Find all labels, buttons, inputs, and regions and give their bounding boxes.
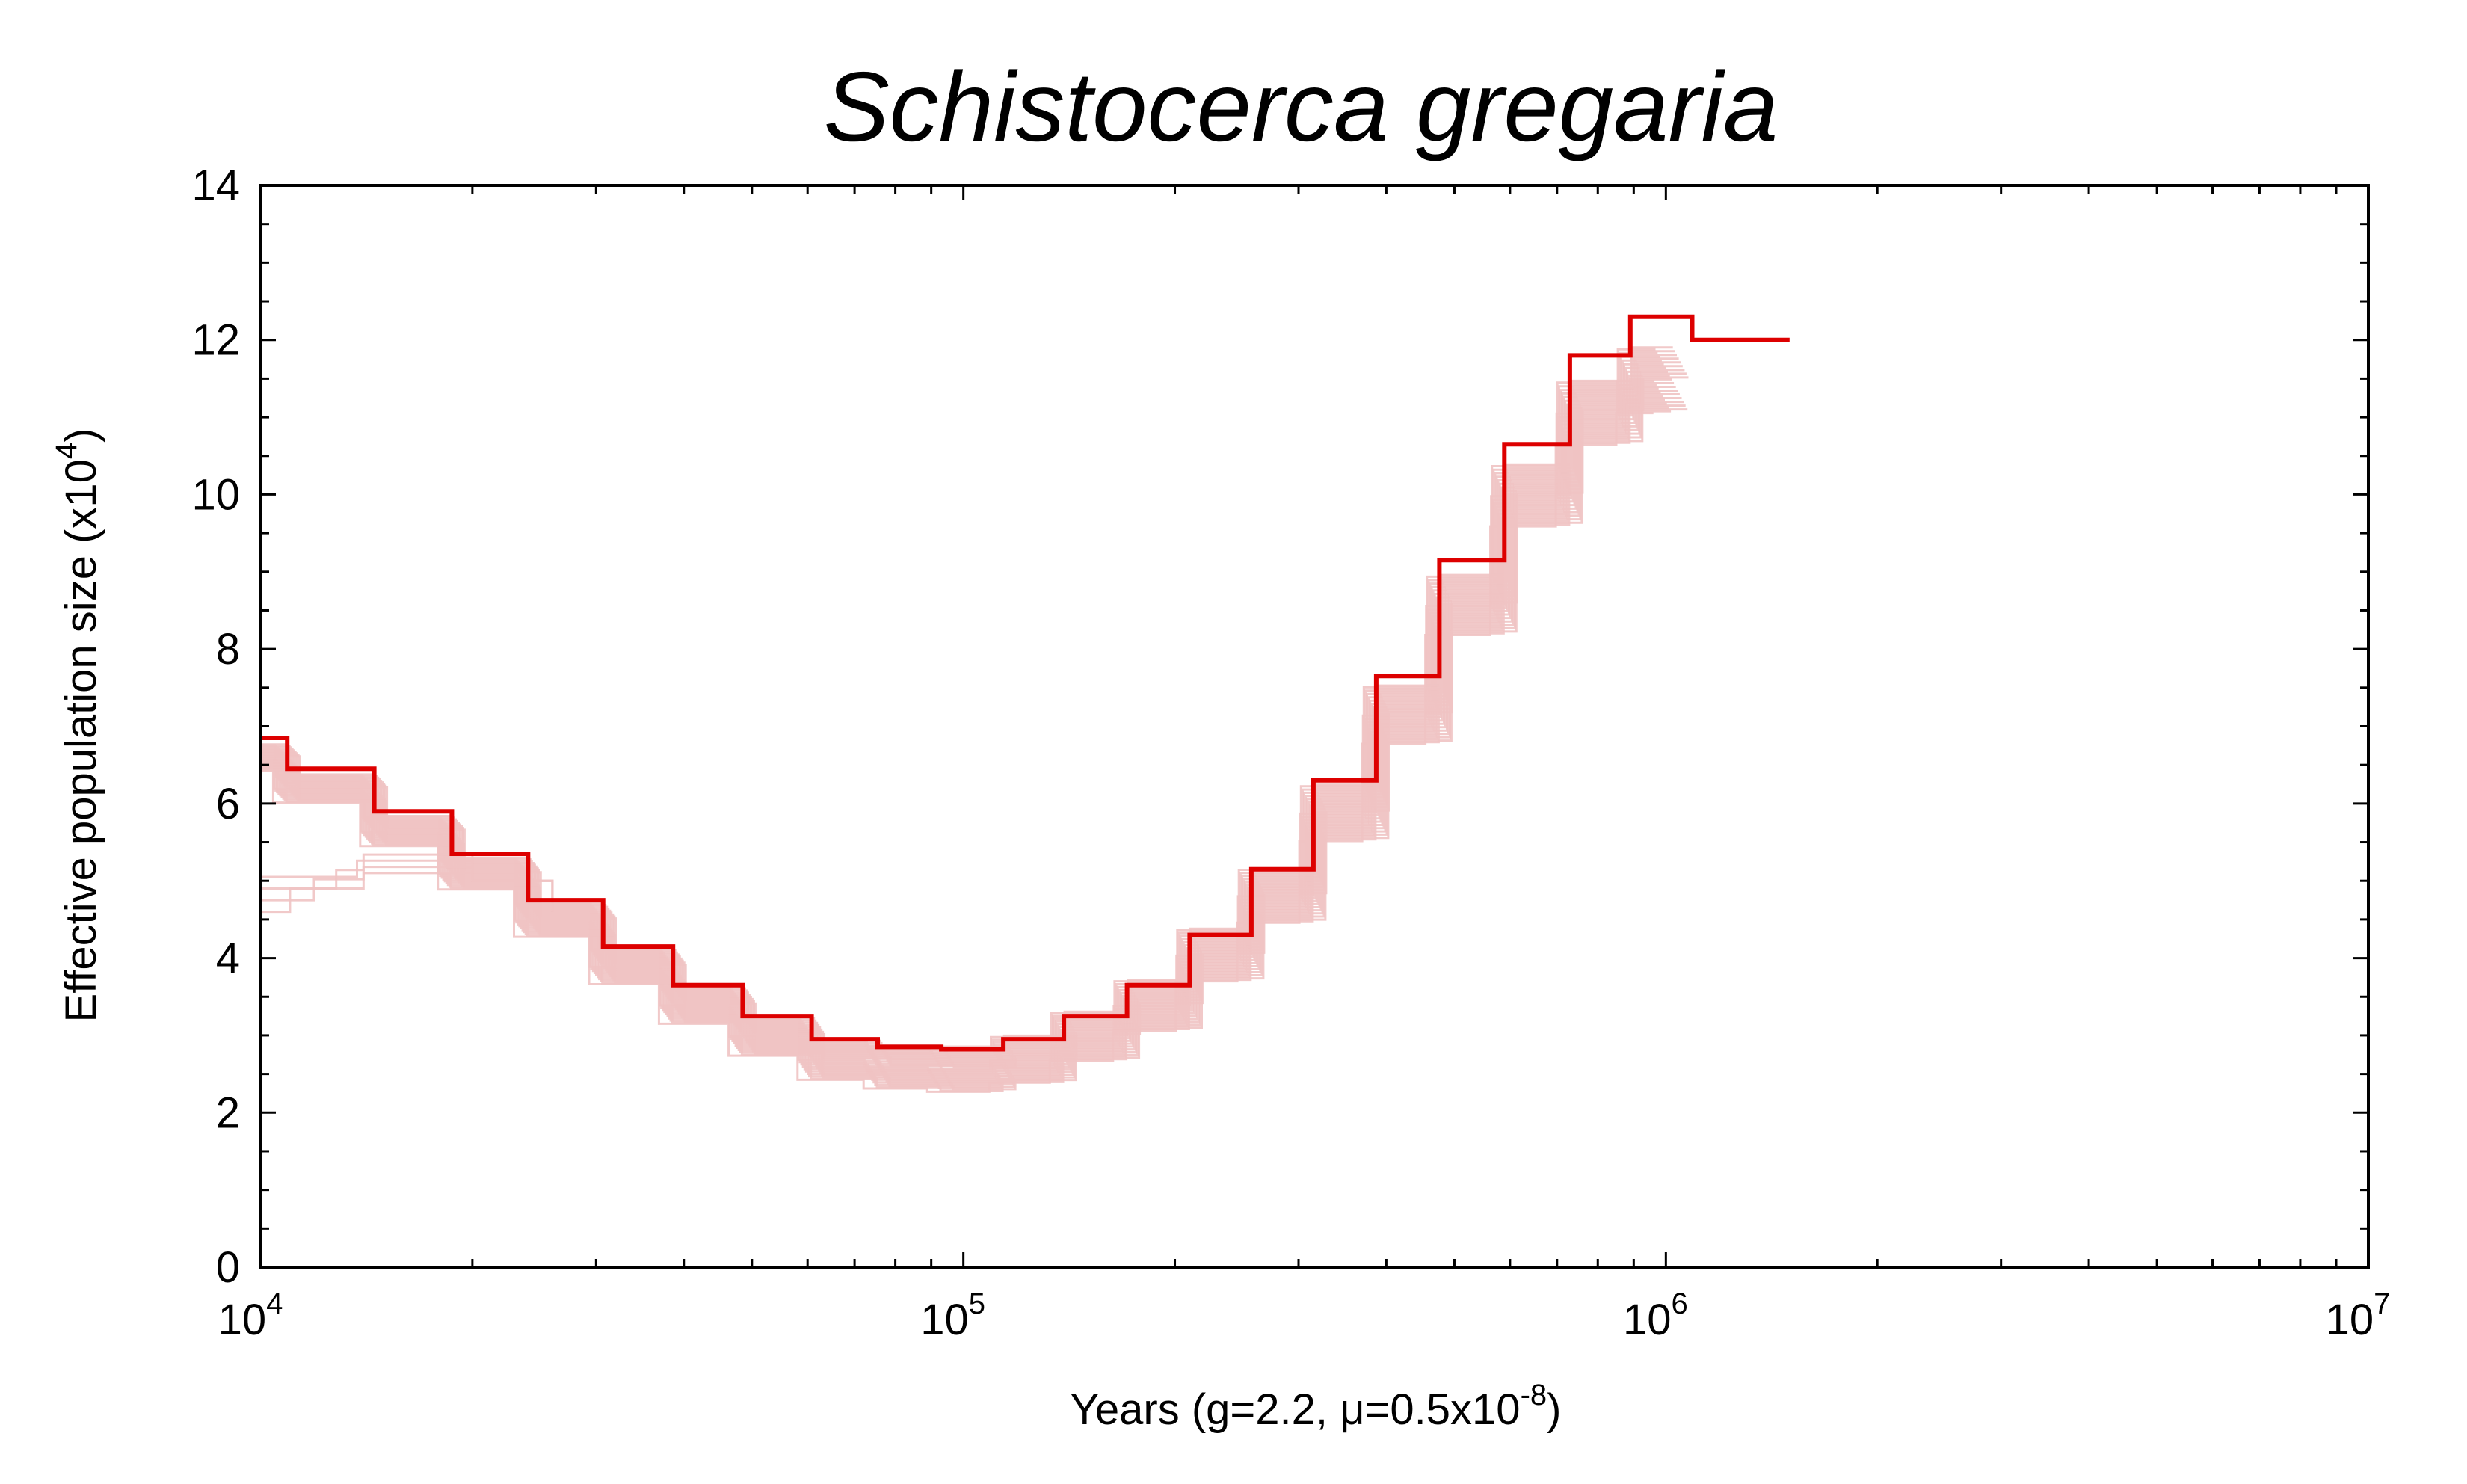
y-tick-label: 10	[191, 470, 240, 519]
x-tick-label: 104	[218, 1287, 283, 1344]
bootstrap-line	[261, 853, 554, 912]
bootstrap-line	[261, 357, 1679, 1056]
bootstrap-line	[261, 382, 1675, 1073]
bootstrap-line	[261, 398, 1665, 1084]
bootstrap-line	[261, 369, 1685, 1064]
bootstrap-line	[261, 401, 1684, 1086]
axis-ticks	[259, 184, 2370, 1269]
bootstrap-line	[261, 350, 1675, 1050]
main-step-line	[261, 314, 1790, 1052]
bootstrap-line	[261, 404, 1686, 1088]
y-tick-label: 6	[216, 780, 240, 828]
x-tick-label: 105	[920, 1287, 985, 1344]
bootstrap-line	[261, 378, 1672, 1070]
main-series	[261, 314, 1790, 1052]
bootstrap-line	[261, 366, 1666, 1062]
bootstrap-line	[261, 372, 1687, 1066]
bootstrap-line	[261, 386, 1676, 1075]
y-tick-label: 0	[216, 1243, 240, 1292]
y-axis-label: Effective population size (x104)	[50, 428, 105, 1023]
bootstrap-line	[261, 363, 1664, 1060]
bootstrap-line	[261, 408, 1688, 1091]
x-axis-label-exponent: -8	[1521, 1379, 1547, 1411]
y-tick-label: 14	[191, 161, 240, 210]
bootstrap-line	[261, 395, 1663, 1082]
plot-frame	[259, 184, 2370, 1269]
bootstrap-line	[261, 361, 1681, 1059]
y-tick-labels: 0 2 4 6 8 10 12 14	[191, 161, 240, 1292]
x-tick-label: 106	[1623, 1287, 1688, 1344]
bootstrap-line	[261, 376, 1689, 1069]
y-tick-label: 8	[216, 625, 240, 674]
chart-title: Schistocerca gregaria	[824, 52, 1778, 161]
y-tick-label: 12	[191, 316, 240, 365]
bootstrap-line	[261, 354, 1677, 1053]
y-tick-label: 4	[216, 935, 240, 983]
bootstrap-lines	[261, 346, 1689, 1093]
bootstrap-line	[261, 412, 1654, 1093]
bootstrap-line	[261, 390, 1678, 1078]
bootstrap-line	[261, 397, 1682, 1083]
y-axis-label-exponent: 4	[50, 443, 83, 459]
bootstrap-line	[261, 393, 1680, 1080]
y-tick-label: 2	[216, 1089, 240, 1137]
bootstrap-line	[261, 365, 1683, 1061]
x-axis-label: Years (g=2.2, μ=0.5x10-8)	[1071, 1379, 1562, 1434]
bootstrap-line	[261, 374, 1670, 1068]
x-tick-labels: 104 105 106 107	[218, 1287, 2391, 1344]
bootstrap-line	[261, 402, 1667, 1087]
bootstrap-line	[261, 410, 1672, 1092]
bootstrap-line	[261, 406, 1669, 1089]
bootstrap-line	[261, 346, 1673, 1048]
bootstrap-line	[261, 370, 1668, 1065]
x-tick-label: 107	[2326, 1287, 2391, 1344]
